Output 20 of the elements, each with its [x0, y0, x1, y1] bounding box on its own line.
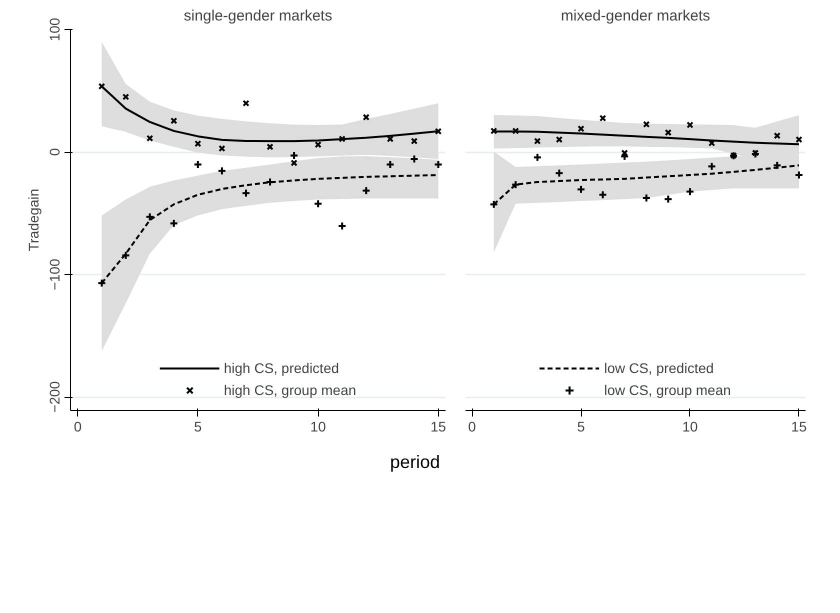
x-tick-label: 0: [74, 418, 82, 434]
y-tick-label: −100: [46, 258, 62, 290]
legend-label: low CS, group mean: [604, 382, 731, 398]
x-tick-label: 15: [430, 418, 446, 434]
x-tick-label: 0: [468, 418, 476, 434]
x-tick-label: 5: [577, 418, 586, 434]
chart-title: mixed-gender markets: [560, 8, 710, 24]
x-axis-title: period: [390, 451, 440, 474]
legend-label: high CS, predicted: [224, 360, 340, 376]
legend-label: low CS, predicted: [604, 360, 714, 376]
x-tick-label: 10: [682, 418, 698, 434]
x-tick-label: 15: [791, 418, 807, 434]
y-tick-label: −200: [46, 381, 62, 413]
x-tick-label: 5: [194, 418, 202, 434]
chart-title: single-gender markets: [184, 8, 332, 24]
y-tick-label: 0: [46, 148, 62, 156]
y-tick-label: 100: [46, 18, 62, 42]
x-tick-label: 10: [310, 418, 326, 434]
legend-label: high CS, group mean: [224, 382, 356, 398]
y-axis-title: Tradegain: [26, 188, 42, 252]
